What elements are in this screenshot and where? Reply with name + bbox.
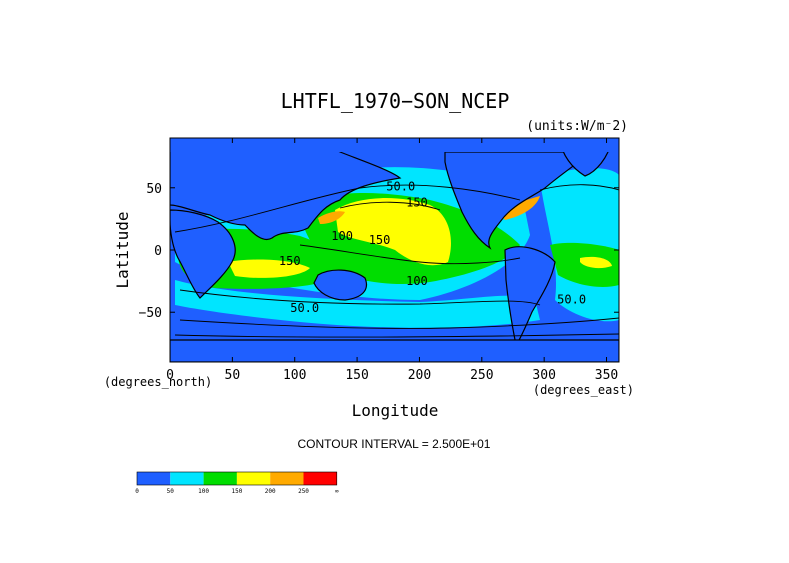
x-unit-label: (degrees_east) — [533, 383, 634, 397]
contour-line — [179, 289, 541, 306]
contour-line — [299, 244, 521, 265]
contour-line — [179, 317, 619, 329]
colorbar-level-label: ∞ — [335, 488, 339, 495]
contour-label: 150 — [369, 233, 391, 247]
x-tick-label: 200 — [408, 368, 431, 383]
contour-line — [174, 184, 521, 233]
contour-label: 50.0 — [290, 301, 319, 315]
x-tick-label: 0 — [166, 368, 174, 383]
x-tick-label: 50 — [225, 368, 241, 383]
contour-label: 50.0 — [557, 293, 586, 307]
continent-north-america — [444, 151, 592, 250]
axis-ticks: 0 50 100 150 200 250 300 350 50 0 −50 — [139, 138, 619, 383]
x-tick-label: 100 — [283, 368, 306, 383]
y-unit-label: (degrees_north) — [104, 375, 212, 389]
continent-antarctica — [170, 339, 619, 362]
continent-eurasia — [170, 149, 402, 240]
colorbar-swatch — [137, 472, 171, 485]
orange-gulfstream — [498, 196, 540, 220]
yellow-high-atlantic — [580, 256, 612, 269]
x-tick-label: 300 — [532, 368, 555, 383]
colorbar-level-label: 200 — [265, 488, 276, 495]
colorbar: 0 50 100 150 200 250 ∞ — [135, 471, 339, 495]
yellow-high-pacific — [335, 198, 451, 266]
continent-africa — [170, 209, 236, 299]
colorbar-swatch — [236, 472, 271, 485]
colorbar-swatch — [203, 472, 237, 485]
x-axis-title: Longitude — [352, 401, 439, 420]
colorbar-level-label: 150 — [231, 488, 242, 495]
contour-line — [174, 333, 619, 338]
yellow-high-indian — [228, 259, 310, 278]
arctic-band — [170, 138, 619, 152]
y-tick-label: 50 — [146, 182, 162, 197]
colorbar-frame — [136, 471, 338, 486]
x-tick-label: 350 — [595, 368, 618, 383]
colorbar-level-label: 100 — [198, 488, 209, 495]
continent-south-america — [504, 246, 556, 347]
contour-label: 150 — [279, 254, 301, 268]
continent-australia — [313, 269, 367, 301]
contour-line — [539, 184, 619, 191]
colorbar-swatch — [303, 472, 337, 485]
chart-title: LHTFL_1970−SON_NCEP — [281, 89, 510, 113]
y-tick-label: 0 — [154, 244, 162, 259]
x-tick-label: 150 — [345, 368, 368, 383]
contour-lines — [174, 184, 619, 338]
heatmap-field — [170, 138, 619, 362]
contour-label: 50.0 — [386, 179, 415, 193]
contour-line — [339, 201, 441, 211]
colorbar-level-label: 0 — [135, 488, 139, 495]
contour-interval-text: CONTOUR INTERVAL = 2.500E+01 — [298, 437, 491, 451]
contour-label: 150 — [406, 195, 428, 209]
colorbar-swatch — [170, 472, 204, 485]
contour-label-layer: 50.0 150 100 150 150 100 50.0 50.0 — [279, 179, 586, 315]
orange-kuroshio — [318, 211, 345, 224]
continents — [170, 139, 619, 362]
y-tick-label: −50 — [139, 306, 162, 321]
colorbar-level-label: 250 — [298, 488, 309, 495]
y-axis-title: Latitude — [113, 211, 132, 288]
contour-label: 100 — [331, 229, 353, 243]
colorbar-swatch — [270, 472, 304, 485]
contour-label: 100 — [406, 274, 428, 288]
colorbar-level-label: 50 — [167, 488, 175, 495]
x-tick-label: 250 — [470, 368, 493, 383]
units-label: (units:W/m⁻2) — [526, 119, 628, 134]
